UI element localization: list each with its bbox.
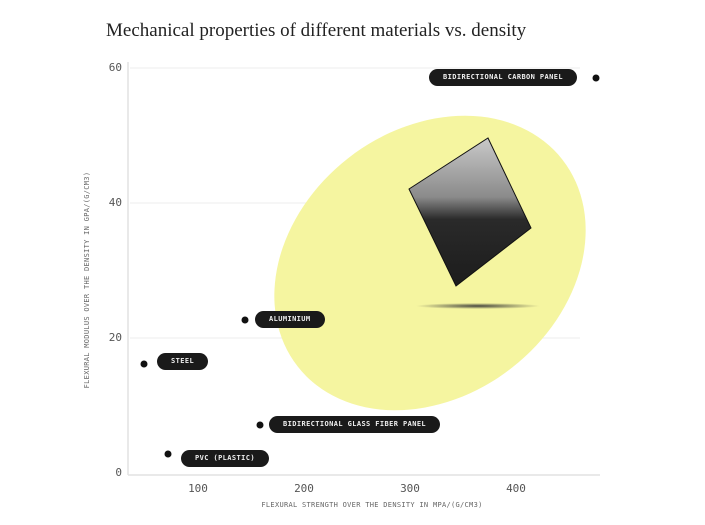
carbon-panel-illustration <box>408 137 532 287</box>
chart-title: Mechanical properties of different mater… <box>106 20 527 41</box>
x-tick: 100 <box>188 482 208 495</box>
y-tick: 0 <box>115 466 122 479</box>
y-tick: 20 <box>108 331 122 344</box>
highlight-ellipse <box>274 115 586 411</box>
panel-shadow <box>416 303 540 309</box>
y-tick: 60 <box>108 61 122 74</box>
y-axis-label: FLEXURAL MODULUS OVER THE DENSITY IN GPA… <box>83 171 91 389</box>
x-tick: 400 <box>506 482 526 495</box>
label-steel: STEEL <box>157 353 209 370</box>
label-pvc: PVC (PLASTIC) <box>181 450 269 467</box>
x-tick: 300 <box>400 482 420 495</box>
x-tick: 200 <box>294 482 314 495</box>
data-points <box>140 74 600 458</box>
label-glass-fiber-panel: BIDIRECTIONAL GLASS FIBER PANEL <box>269 416 441 433</box>
x-axis-label: FLEXURAL STRENGTH OVER THE DENSITY IN MP… <box>261 501 483 509</box>
y-tick: 40 <box>108 196 122 209</box>
label-carbon-panel: BIDIRECTIONAL CARBON PANEL <box>429 69 577 86</box>
label-aluminium: ALUMINIUM <box>255 311 325 328</box>
